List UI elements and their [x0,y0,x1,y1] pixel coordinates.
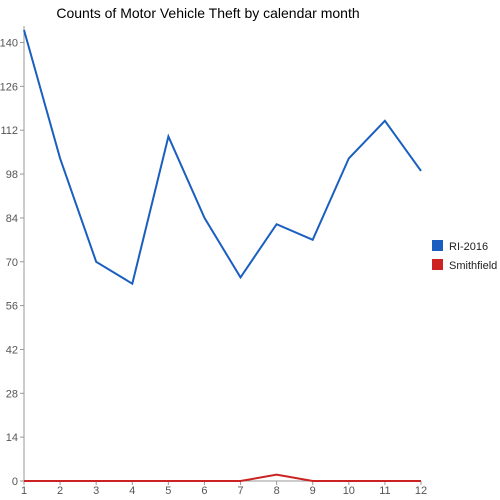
y-tick-label: 14 [6,432,18,444]
x-tick-label: 9 [310,485,316,497]
x-tick-label: 5 [165,485,171,497]
y-tick-label: 28 [6,388,18,400]
y-tick-label: 70 [6,257,18,269]
x-tick-label: 6 [201,485,207,497]
y-tick-label: 56 [6,301,18,313]
legend-swatch [432,240,443,251]
x-tick-label: 10 [343,485,355,497]
y-tick-label: 98 [6,169,18,181]
y-tick-label: 140 [0,38,18,50]
legend-label: RI-2016 [449,241,488,253]
series-line-ri-2016 [23,29,422,286]
x-tick-label: 3 [93,485,99,497]
x-tick-label: 1 [21,485,27,497]
y-tick-label: 112 [0,125,18,137]
x-tick-label: 12 [415,485,427,497]
x-tick-label: 7 [237,485,243,497]
legend-swatch [432,259,443,270]
x-tick-label: 4 [129,485,135,497]
x-tick-label: 11 [379,485,390,497]
legend-label: Smithfield [449,260,497,272]
y-tick-label: 0 [12,476,18,488]
series-line-smithfield [24,473,421,482]
x-tick-label: 8 [274,485,280,497]
y-tick-label: 42 [6,344,18,356]
y-tick-label: 126 [0,81,18,93]
axes [23,26,421,482]
y-tick-label: 84 [6,213,18,225]
series-lines [23,29,422,482]
chart-title: Counts of Motor Vehicle Theft by calenda… [56,5,359,21]
legend: RI-2016 Smithfield [432,240,497,272]
x-tick-label: 2 [57,485,63,497]
